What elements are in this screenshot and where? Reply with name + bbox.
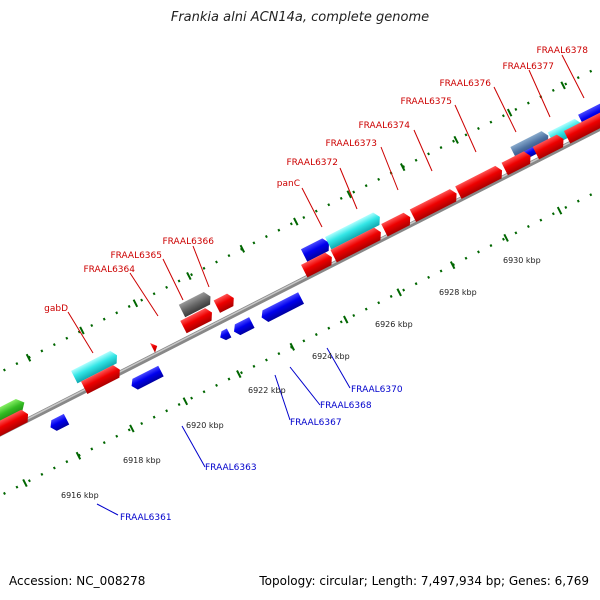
major-tick xyxy=(556,206,563,215)
kbp-label-6928-kbp: 6928 kbp xyxy=(439,288,477,297)
gene-fraal6368 xyxy=(234,317,255,336)
reverse-minor-ticks xyxy=(0,127,600,521)
kbp-label-6930-kbp: 6930 kbp xyxy=(503,256,541,265)
major-ticks xyxy=(22,81,566,488)
gene-fraal6364 xyxy=(180,308,212,334)
kbp-label-6926-kbp: 6926 kbp xyxy=(375,320,413,329)
major-tick xyxy=(503,233,509,242)
major-tick xyxy=(293,217,299,226)
gene-red-forward-2 xyxy=(0,409,29,442)
gene-fraal6373 xyxy=(330,227,381,263)
major-tick xyxy=(132,299,139,308)
major-tick xyxy=(236,370,242,379)
gene-fraal6363 xyxy=(131,365,164,390)
gene-fraal6374 xyxy=(381,212,411,237)
gene-label-gabd: gabD xyxy=(44,304,68,314)
kbp-label-6922-kbp: 6922 kbp xyxy=(248,386,286,395)
major-tick xyxy=(22,478,28,488)
gene-label-fraal6367: FRAAL6367 xyxy=(290,418,342,428)
major-tick xyxy=(25,353,32,362)
major-tick xyxy=(75,451,82,460)
genome-summary-text: Topology: circular; Length: 7,497,934 bp… xyxy=(259,574,589,588)
gene-fraal6366 xyxy=(178,292,211,318)
gene-gabd xyxy=(71,350,118,384)
gene-red-forward-8 xyxy=(563,108,600,144)
major-tick xyxy=(506,108,513,117)
gene-red-forward-6 xyxy=(501,151,531,176)
gene-label-fraal6370: FRAAL6370 xyxy=(351,385,403,395)
gene-label-fraal6361: FRAAL6361 xyxy=(120,513,172,523)
gene-panc xyxy=(300,238,330,262)
genome-track xyxy=(0,29,600,521)
major-tick xyxy=(453,135,459,144)
map-title: Frankia alni ACN14a, complete genome xyxy=(170,10,430,25)
kbp-label-6918-kbp: 6918 kbp xyxy=(123,456,161,465)
gene-fraal6372 xyxy=(324,212,380,250)
gene-label-panc: panC xyxy=(277,179,300,189)
major-tick xyxy=(289,342,295,351)
gene-fraal6376 xyxy=(510,131,549,160)
reverse-leader-lines xyxy=(96,347,351,516)
gene-label-fraal6363: FRAAL6363 xyxy=(205,463,257,473)
gene-label-fraal6368: FRAAL6368 xyxy=(320,401,372,411)
major-tick xyxy=(396,288,402,297)
backbone xyxy=(0,77,600,473)
major-tick xyxy=(449,261,456,270)
gene-fraal6365 xyxy=(213,293,234,313)
gene-red-forward-5 xyxy=(455,165,503,199)
gene-label-fraal6378: FRAAL6378 xyxy=(536,46,588,56)
gene-label-fraal6364: FRAAL6364 xyxy=(83,265,135,275)
kbp-label-6916-kbp: 6916 kbp xyxy=(61,491,99,500)
gene-green-forward xyxy=(0,398,25,439)
major-tick xyxy=(346,190,352,199)
gene-label-fraal6366: FRAAL6366 xyxy=(162,237,214,247)
gene-label-fraal6375: FRAAL6375 xyxy=(400,97,452,107)
gene-red-forward-small xyxy=(150,342,158,353)
major-tick xyxy=(79,326,85,335)
major-tick xyxy=(239,244,246,253)
forward-leader-lines xyxy=(67,54,585,354)
gene-label-fraal6372: FRAAL6372 xyxy=(286,158,338,168)
gene-fraal6361 xyxy=(50,413,70,431)
gene-label-fraal6365: FRAAL6365 xyxy=(110,251,162,261)
major-tick xyxy=(400,163,406,172)
gene-label-fraal6374: FRAAL6374 xyxy=(358,121,410,131)
accession-text: Accession: NC_008278 xyxy=(9,574,146,588)
gene-label-fraal6373: FRAAL6373 xyxy=(325,139,377,149)
kbp-label-6920-kbp: 6920 kbp xyxy=(186,421,224,430)
kbp-label-6924-kbp: 6924 kbp xyxy=(312,352,350,361)
gene-fraal6375 xyxy=(409,189,457,222)
major-tick xyxy=(186,272,192,281)
gene-label-fraal6377: FRAAL6377 xyxy=(502,62,554,72)
gene-fraal6370 xyxy=(261,292,305,322)
gene-red-forward-4 xyxy=(301,252,332,278)
gene-red-forward-3 xyxy=(80,365,120,394)
major-tick xyxy=(182,397,189,406)
gene-red-forward-7 xyxy=(532,134,564,160)
gene-fraal6367 xyxy=(220,328,232,341)
major-tick xyxy=(129,424,135,433)
major-tick xyxy=(343,315,349,324)
major-tick xyxy=(560,81,566,90)
kbp-tick-labels: 6916 kbp 6918 kbp 6920 kbp 6922 kbp 6924 kbp… xyxy=(61,256,541,500)
reverse-gene-labels: FRAAL6361 FRAAL6363 FRAAL6367 FRAAL6368 FRAA… xyxy=(120,385,403,523)
gene-label-fraal6376: FRAAL6376 xyxy=(439,79,491,89)
